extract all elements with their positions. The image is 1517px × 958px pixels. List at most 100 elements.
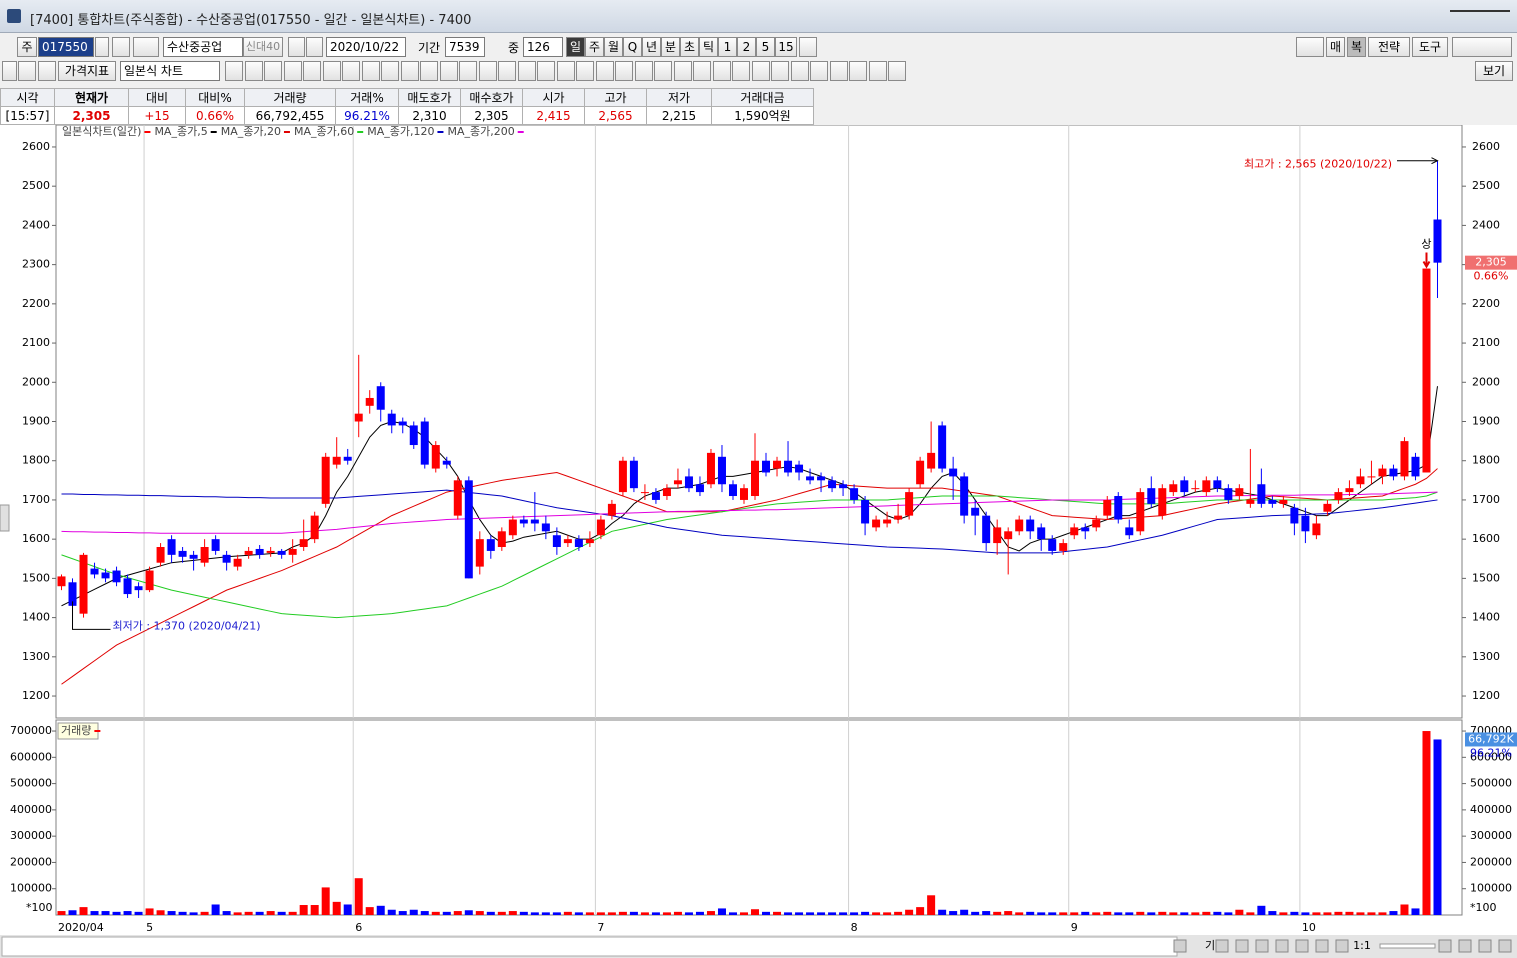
date-input[interactable]: 2020/10/22 <box>326 37 406 57</box>
drawing-tool-button[interactable] <box>849 61 867 81</box>
period-button[interactable]: 2 <box>737 37 756 57</box>
code-input[interactable]: 017550 <box>38 37 94 57</box>
window-controls[interactable] <box>1450 10 1510 22</box>
sort-button[interactable] <box>133 37 159 57</box>
ma-line <box>61 491 1438 534</box>
drawing-tool-button[interactable] <box>537 61 555 81</box>
ma-line <box>61 489 1438 554</box>
scroll-button[interactable] <box>1255 939 1269 953</box>
toolbar-button[interactable]: 복 <box>1347 37 1366 57</box>
drawing-tool-button[interactable] <box>712 61 731 81</box>
candle-body <box>1334 492 1343 500</box>
drawing-tool-button[interactable] <box>342 61 360 81</box>
drawing-tool-button[interactable] <box>517 61 536 81</box>
period-button[interactable]: 초 <box>680 37 699 57</box>
count-input[interactable]: 126 <box>523 37 563 57</box>
drawing-tool-button[interactable] <box>576 61 594 81</box>
period-button[interactable]: 5 <box>756 37 775 57</box>
next-button[interactable] <box>288 37 305 57</box>
drawing-tool-button[interactable] <box>381 61 399 81</box>
drawing-tool-button[interactable] <box>264 61 282 81</box>
zoom-slider[interactable] <box>1379 943 1436 949</box>
scroll-button[interactable] <box>1275 939 1289 953</box>
scroll-track[interactable] <box>1 936 1178 957</box>
drawing-tool-button[interactable] <box>478 61 497 81</box>
drawing-tool-button[interactable] <box>244 61 263 81</box>
scroll-button[interactable] <box>1335 939 1349 953</box>
drawing-tool-button[interactable] <box>225 61 243 81</box>
period-button[interactable]: 1 <box>718 37 737 57</box>
drawing-tool-button[interactable] <box>283 61 302 81</box>
drawing-tool-button[interactable] <box>810 61 828 81</box>
period-button[interactable]: 주 <box>585 37 604 57</box>
drawing-tool-button[interactable] <box>751 61 770 81</box>
fit-button[interactable] <box>18 61 36 81</box>
dropdown[interactable] <box>95 37 109 57</box>
drawing-tool-button[interactable] <box>634 61 653 81</box>
period-button[interactable]: 틱 <box>699 37 718 57</box>
search-button[interactable] <box>112 37 130 57</box>
scroll-button[interactable] <box>1438 939 1452 953</box>
scroll-button[interactable] <box>1315 939 1329 953</box>
cloud-button[interactable] <box>1296 37 1324 57</box>
scroll-button[interactable] <box>1173 939 1187 953</box>
candle-body <box>872 519 881 528</box>
low-annotation: 최저가 : 1,370 (2020/04/21) <box>113 619 261 632</box>
drawing-tool-button[interactable] <box>693 61 711 81</box>
drawing-tool-button[interactable] <box>595 61 614 81</box>
drawing-tool-button[interactable] <box>790 61 809 81</box>
drawing-tool-button[interactable] <box>400 61 419 81</box>
scroll-button[interactable] <box>1458 939 1472 953</box>
drawing-tool-button[interactable] <box>303 61 321 81</box>
candle-body <box>1389 468 1398 477</box>
period-button[interactable]: Q <box>623 37 642 57</box>
candle-body <box>607 503 616 516</box>
scroll-label[interactable]: 1:1 <box>1353 939 1371 952</box>
market-button[interactable]: 주 <box>17 37 37 57</box>
period-button[interactable]: 년 <box>642 37 661 57</box>
period-button[interactable]: 분 <box>661 37 680 57</box>
scroll-label[interactable]: 기 <box>1205 939 1215 952</box>
chart-kind-select[interactable]: 일본식 차트 <box>120 61 220 81</box>
period-button[interactable]: 월 <box>604 37 623 57</box>
scroll-button[interactable] <box>1295 939 1309 953</box>
period-input[interactable]: 7539 <box>445 37 485 57</box>
drawing-tool-button[interactable] <box>888 61 906 81</box>
drawing-tool-button[interactable] <box>732 61 750 81</box>
scroll-button[interactable] <box>1235 939 1249 953</box>
quote-header: 매수호가 <box>460 88 523 107</box>
toolbar-button[interactable]: 도구 <box>1412 37 1448 57</box>
drawing-tool-button[interactable] <box>868 61 887 81</box>
drawing-tool-button[interactable] <box>673 61 692 81</box>
side-toggle[interactable] <box>0 504 10 532</box>
drawing-tool-button[interactable] <box>459 61 477 81</box>
drawing-tool-button[interactable] <box>361 61 380 81</box>
scroll-button[interactable] <box>1215 939 1229 953</box>
name-input[interactable]: 수산중공업 <box>163 37 243 57</box>
indicator-button[interactable]: 가격지표 <box>58 61 116 81</box>
scroll-button[interactable] <box>1478 939 1492 953</box>
view-button[interactable]: 보기 <box>1475 61 1513 81</box>
tool-icons[interactable] <box>1452 37 1512 57</box>
prev-button[interactable] <box>306 37 323 57</box>
drawing-tool-button[interactable] <box>322 61 341 81</box>
drawing-tool-button[interactable] <box>829 61 848 81</box>
period-button[interactable]: 일 <box>566 37 585 57</box>
toolbar-button[interactable]: 전략 <box>1368 37 1410 57</box>
candle-body <box>1422 268 1431 473</box>
drawing-tool-button[interactable] <box>439 61 458 81</box>
scroll-button[interactable] <box>1498 939 1512 953</box>
y-tick-label: 1900 <box>1472 415 1500 428</box>
drawing-tool-button[interactable] <box>771 61 789 81</box>
currency-button[interactable] <box>799 37 817 57</box>
drawing-tool-button[interactable] <box>654 61 672 81</box>
drawing-tool-button[interactable] <box>556 61 575 81</box>
period-button[interactable]: 15 <box>775 37 797 57</box>
volume-bar <box>475 911 484 915</box>
up-button[interactable] <box>2 61 17 81</box>
drawing-tool-button[interactable] <box>615 61 633 81</box>
drawing-tool-button[interactable] <box>498 61 516 81</box>
edit-button[interactable] <box>38 61 56 81</box>
drawing-tool-button[interactable] <box>420 61 438 81</box>
toolbar-button[interactable]: 매 <box>1326 37 1345 57</box>
